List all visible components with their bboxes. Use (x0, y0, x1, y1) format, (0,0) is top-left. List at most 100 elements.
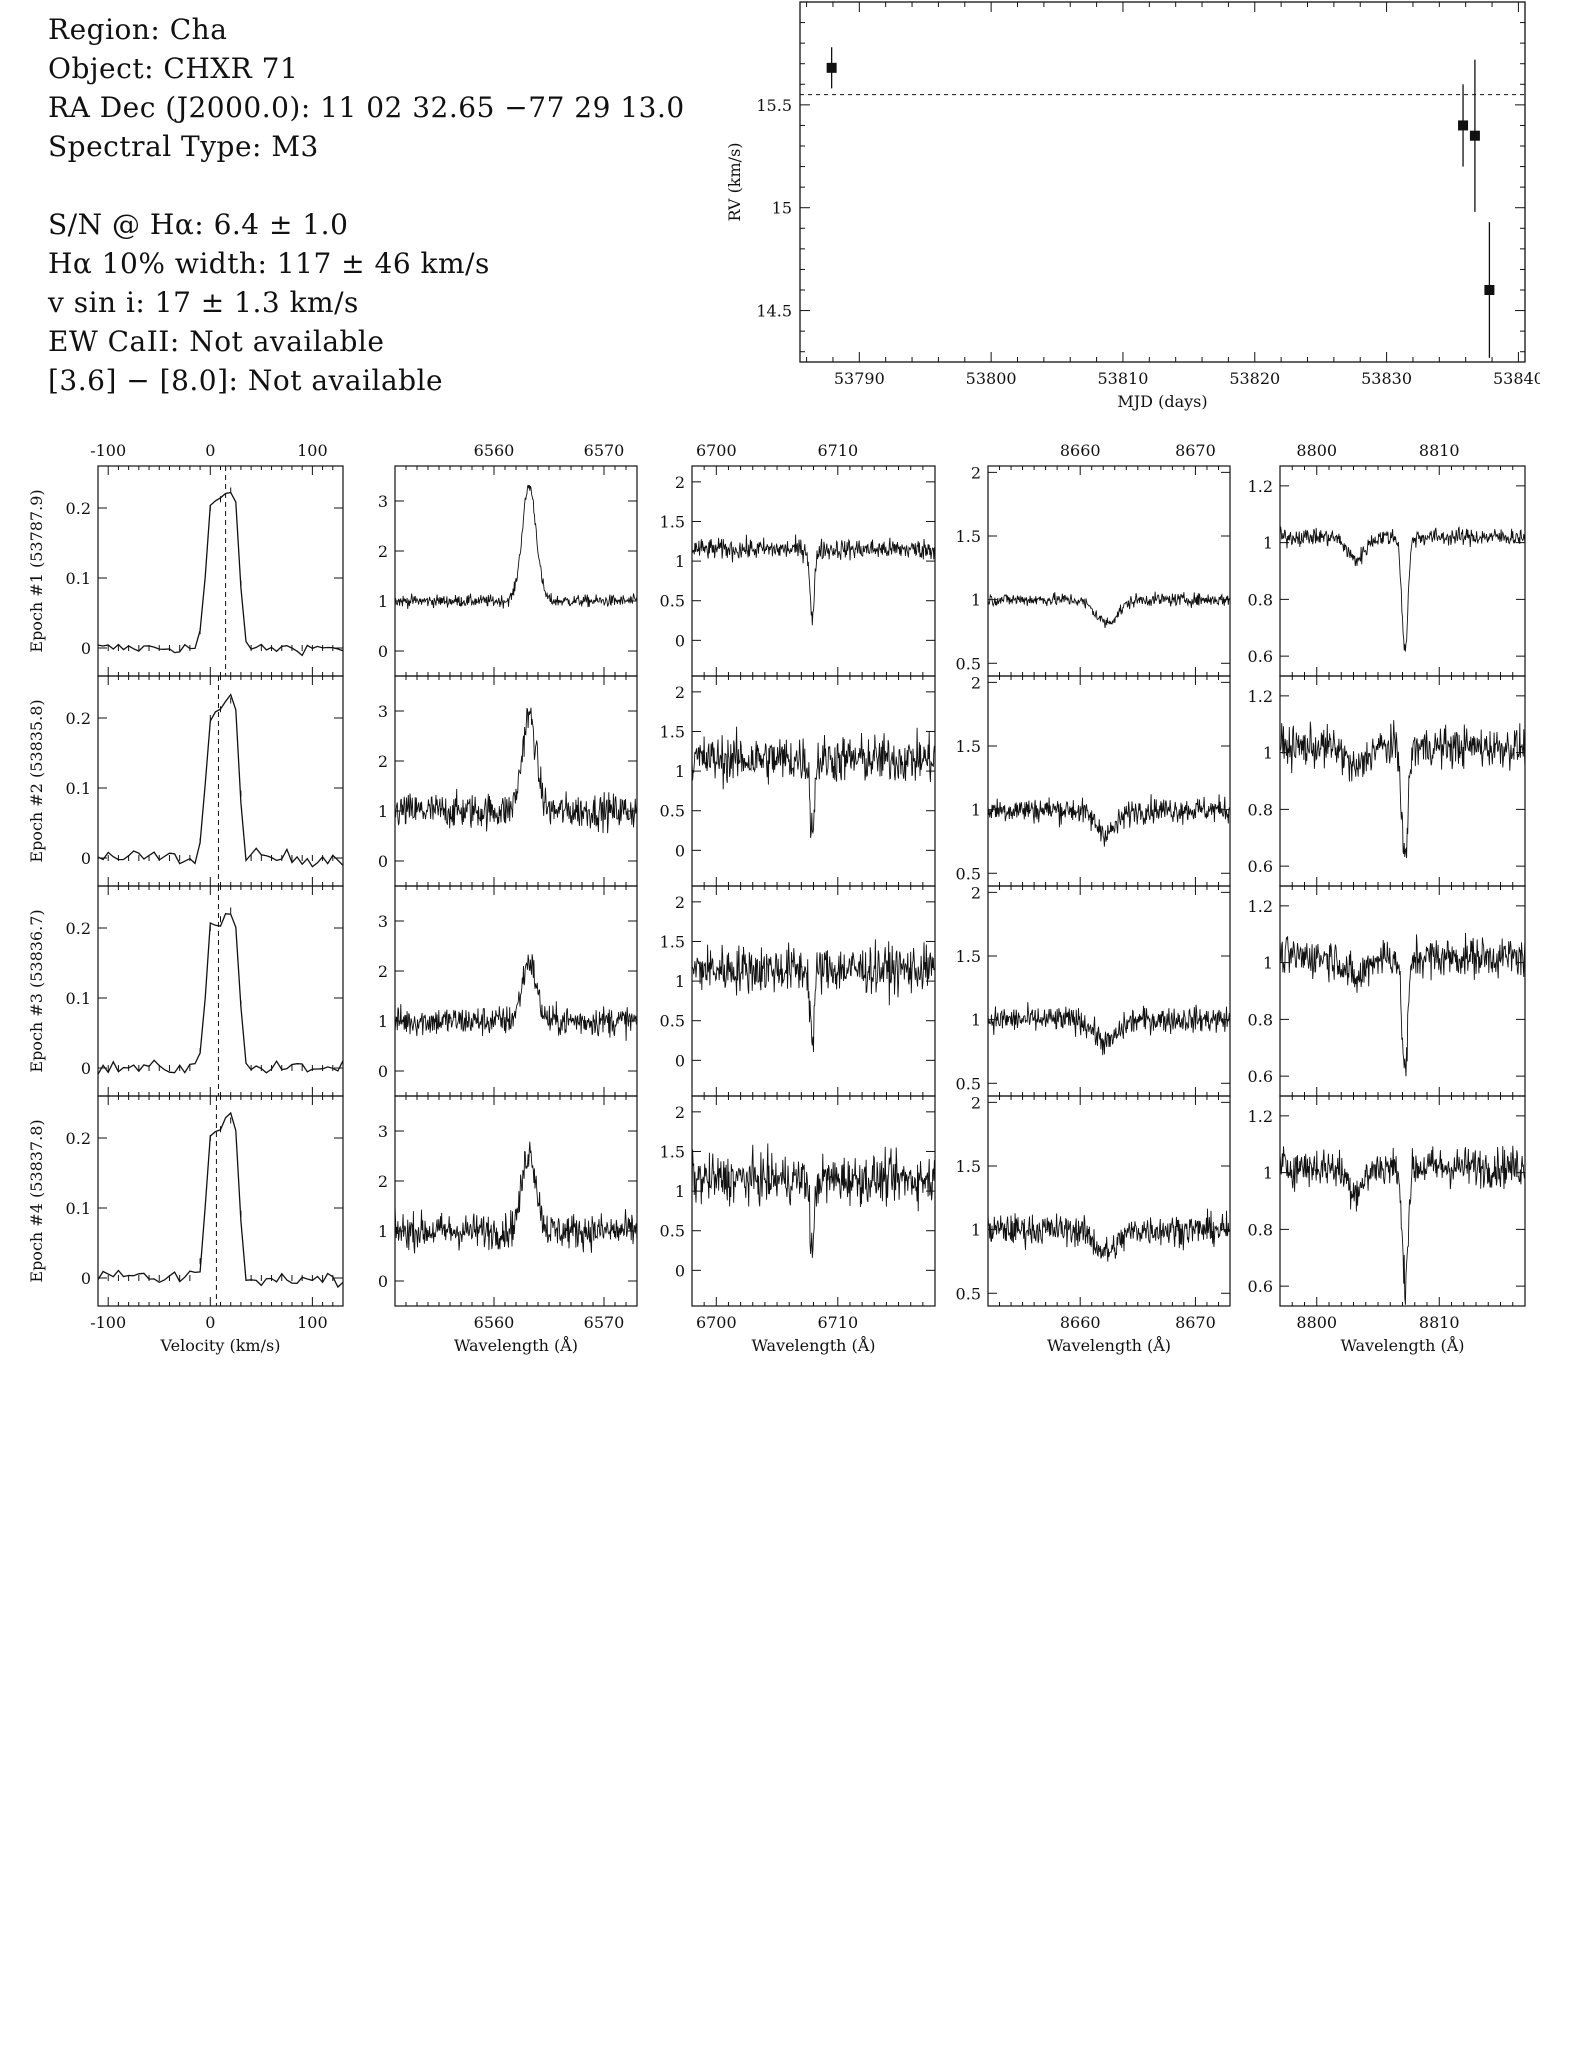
panel-frame (1279, 1095, 1526, 1307)
panel-y-tick-label: 1 (1263, 534, 1273, 553)
panel-y-tick-label: 1.5 (956, 947, 981, 966)
spectrum-line (97, 491, 344, 657)
col-top-tick-label: 8800 (1296, 441, 1337, 460)
panel-y-tick-label: 0.2 (66, 709, 91, 728)
panel-y-tick-label: 2 (378, 1172, 388, 1191)
spectrum-line (691, 939, 936, 1053)
panel-frame (691, 465, 936, 677)
col-bottom-tick-label: 6560 (474, 1313, 515, 1332)
rv-x-tick-label: 53800 (966, 369, 1017, 388)
panel-y-tick-label: 3 (378, 702, 388, 721)
panel-y-tick-label: 0.5 (956, 864, 981, 883)
region-line: Region: Cha (48, 13, 228, 46)
panel-frame (394, 885, 638, 1097)
panel-y-tick-label: 0 (378, 642, 388, 661)
col-top-tick-label: 6710 (817, 441, 858, 460)
panel-frame (987, 885, 1231, 1097)
panel-y-tick-label: 0.8 (1248, 1010, 1273, 1029)
panel-y-tick-label: 2 (378, 542, 388, 561)
rv-x-tick-label: 53790 (834, 369, 885, 388)
halpha-width-line: Hα 10% width: 117 ± 46 km/s (48, 247, 490, 280)
spectrum-line (97, 693, 344, 868)
spectrum-line (394, 1141, 638, 1254)
rv-x-axis-label: MJD (days) (1117, 392, 1207, 411)
sn-line: S/N @ Hα: 6.4 ± 1.0 (48, 208, 349, 241)
panel-y-tick-label: 0 (675, 631, 685, 650)
panel-y-tick-label: 0 (675, 1051, 685, 1070)
panel-y-tick-label: 1 (378, 1012, 388, 1031)
panel-y-tick-label: 0.6 (1248, 647, 1273, 666)
panel-y-tick-label: 0.1 (66, 779, 91, 798)
panel-y-tick-label: 0.5 (956, 1074, 981, 1093)
panel-frame (394, 465, 638, 677)
panel-y-tick-label: 1 (378, 592, 388, 611)
rv-chart: 53790 53800 53810 53820 53830 53840 14.5 15 15.5… (725, 1, 1540, 411)
rv-point (1458, 120, 1469, 131)
col-bottom-tick-label: 6710 (817, 1313, 858, 1332)
col-x-axis-label: Wavelength (Å) (1340, 1335, 1464, 1355)
rv-y-axis-label: RV (km/s) (725, 142, 744, 221)
panel-y-tick-label: 0 (378, 1272, 388, 1291)
panel-y-tick-label: 2 (378, 752, 388, 771)
spectrum-line (1279, 1145, 1526, 1305)
panel-y-tick-label: 1.2 (1248, 687, 1273, 706)
panel-y-tick-label: 2 (378, 962, 388, 981)
panel-frame (987, 675, 1231, 887)
panel-y-tick-label: 0.5 (956, 654, 981, 673)
panel-y-tick-label: 0 (675, 841, 685, 860)
panel-frame (987, 465, 1231, 677)
panel-y-tick-label: 0.2 (66, 499, 91, 518)
panel-y-tick-label: 1.2 (1248, 477, 1273, 496)
panel-y-tick-label: 1 (971, 1011, 981, 1030)
rv-y-tick-label: 15 (772, 199, 792, 218)
col-bottom-tick-label: 8660 (1060, 1313, 1101, 1332)
spectrum-line (987, 1002, 1231, 1056)
col-bottom-tick-label: 8670 (1175, 1313, 1216, 1332)
panel-y-tick-label: 1.5 (660, 722, 685, 741)
col-bottom-tick-label: -100 (90, 1313, 126, 1332)
radec-line: RA Dec (J2000.0): 11 02 32.65 −77 29 13.… (48, 91, 685, 124)
spectrum-line (394, 484, 638, 609)
rv-x-tick-label: 53830 (1361, 369, 1412, 388)
sptype-line: Spectral Type: M3 (48, 130, 319, 163)
panel-y-tick-label: 0 (81, 1059, 91, 1078)
panel-y-tick-label: 0.5 (660, 802, 685, 821)
ewcaii-line: EW CaII: Not available (48, 325, 385, 358)
rv-point (1469, 130, 1480, 141)
epoch-label: Epoch #1 (53787.9) (27, 489, 46, 652)
panel-frame (691, 1095, 936, 1307)
rv-frame (799, 1, 1526, 363)
panel-y-tick-label: 1.2 (1248, 897, 1273, 916)
panel-y-tick-label: 1 (675, 762, 685, 781)
panel-y-tick-label: 1 (971, 1221, 981, 1240)
panel-y-tick-label: 3 (378, 912, 388, 931)
panel-frame (1279, 675, 1526, 887)
panel-y-tick-label: 1 (675, 552, 685, 571)
panel-y-tick-label: 2 (675, 473, 685, 492)
panel-y-tick-label: 0.1 (66, 569, 91, 588)
epoch-label: Epoch #2 (53835.8) (27, 699, 46, 862)
col-top-tick-label: 8810 (1419, 441, 1460, 460)
rv-x-tick-label: 53840 (1493, 369, 1540, 388)
panel-y-tick-label: 0.5 (956, 1284, 981, 1303)
rv-y-tick-label: 15.5 (756, 96, 792, 115)
panel-y-tick-label: 0 (675, 1261, 685, 1280)
object-info: Region: Cha Object: CHXR 71 RA Dec (J200… (48, 10, 685, 400)
panel-y-tick-label: 0.5 (660, 1222, 685, 1241)
object-line: Object: CHXR 71 (48, 52, 299, 85)
panel-y-tick-label: 0.2 (66, 919, 91, 938)
spectrum-line (97, 1111, 344, 1289)
panel-y-tick-label: 0.6 (1248, 1277, 1273, 1296)
panel-y-tick-label: 1.5 (956, 737, 981, 756)
col-top-tick-label: 100 (297, 441, 328, 460)
col-x-axis-label: Wavelength (Å) (751, 1335, 875, 1355)
spectrum-line (691, 534, 936, 626)
col-bottom-tick-label: 8810 (1419, 1313, 1460, 1332)
spectrum-line (1279, 720, 1526, 859)
panel-y-tick-label: 2 (675, 1103, 685, 1122)
panel-y-tick-label: 0 (378, 852, 388, 871)
panel-y-tick-label: 0.8 (1248, 1220, 1273, 1239)
panel-frame (394, 675, 638, 887)
panel-y-tick-label: 0.1 (66, 1199, 91, 1218)
